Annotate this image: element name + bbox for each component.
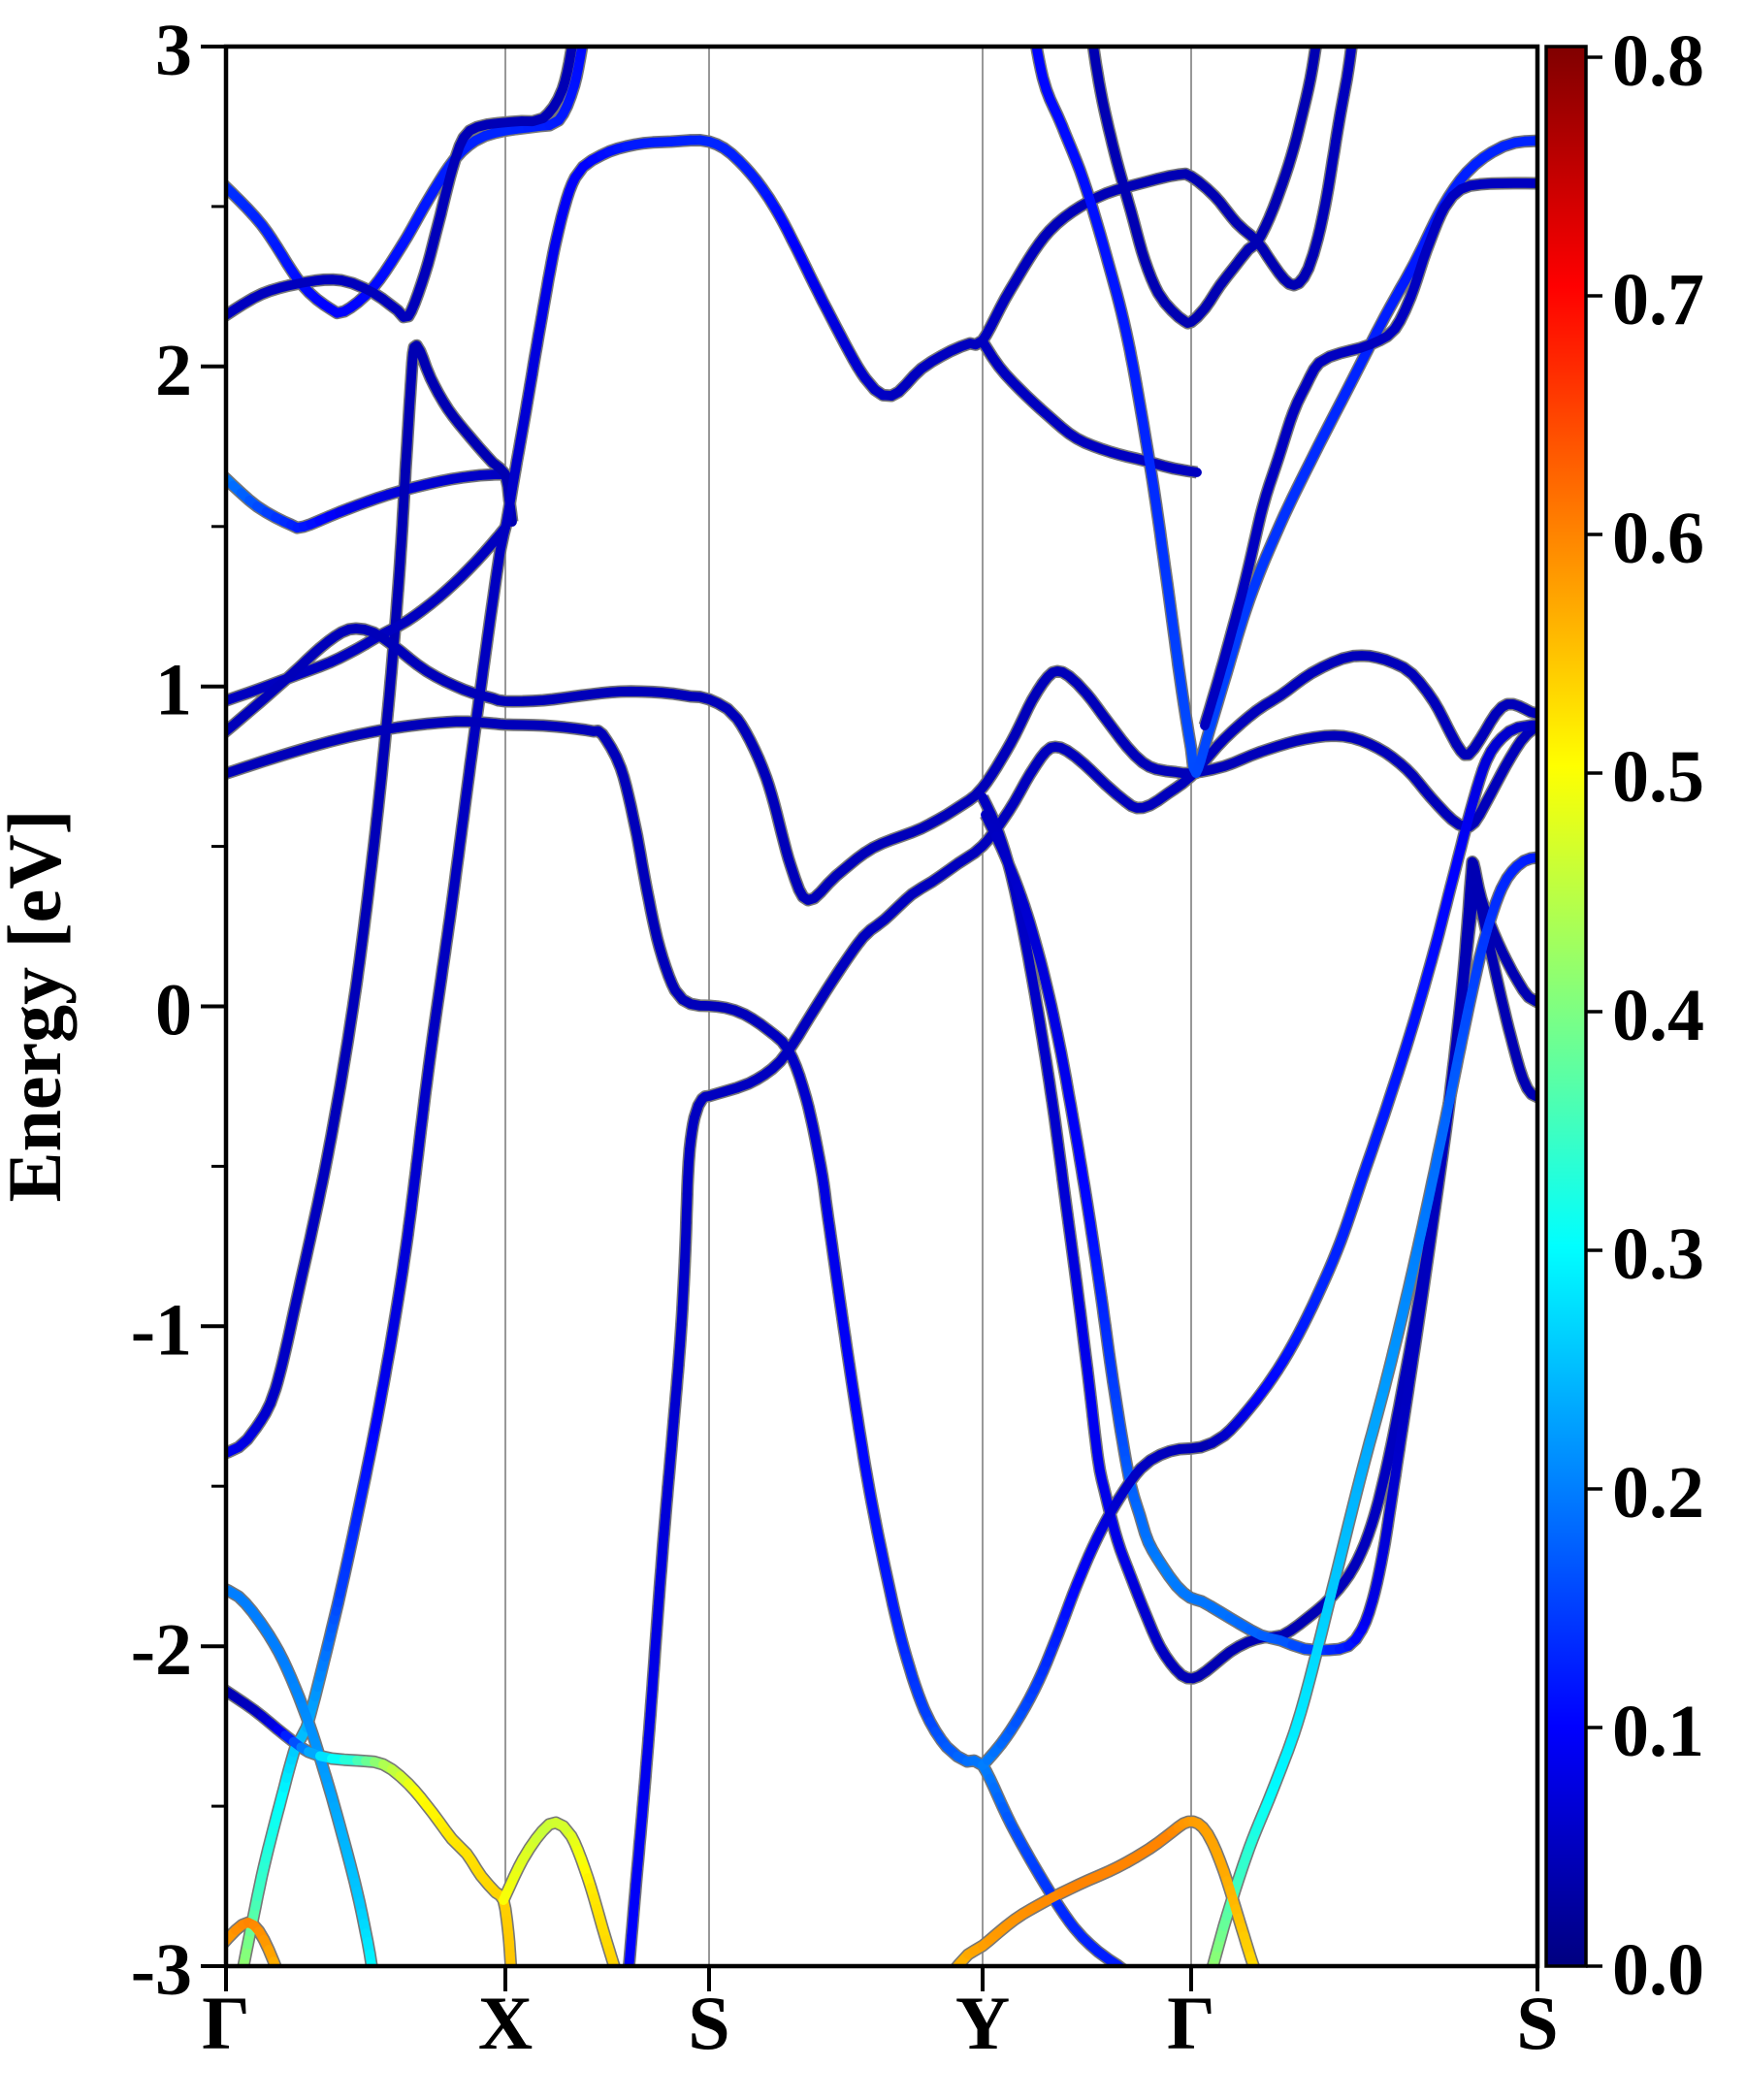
svg-text:3: 3	[155, 10, 192, 91]
svg-text:Energy [eV]: Energy [eV]	[0, 809, 77, 1202]
svg-text:1: 1	[155, 650, 192, 731]
svg-text:-2: -2	[131, 1609, 192, 1691]
svg-text:0.2: 0.2	[1612, 1452, 1704, 1534]
svg-text:0.1: 0.1	[1612, 1691, 1704, 1772]
svg-text:X: X	[478, 1981, 533, 2065]
svg-text:0.4: 0.4	[1612, 975, 1704, 1056]
svg-text:0.3: 0.3	[1612, 1213, 1704, 1295]
svg-text:0.5: 0.5	[1612, 736, 1704, 818]
svg-text:Γ: Γ	[1167, 1981, 1215, 2065]
svg-text:Γ: Γ	[202, 1981, 250, 2065]
svg-text:Y: Y	[955, 1981, 1010, 2065]
svg-text:0.8: 0.8	[1612, 20, 1704, 102]
svg-text:0.6: 0.6	[1612, 498, 1704, 579]
svg-text:0.0: 0.0	[1612, 1929, 1704, 2011]
svg-text:0: 0	[155, 970, 192, 1051]
svg-text:0.7: 0.7	[1612, 259, 1704, 340]
svg-text:-3: -3	[131, 1929, 192, 2011]
svg-text:-1: -1	[131, 1289, 192, 1371]
svg-text:S: S	[1516, 1981, 1558, 2065]
svg-text:S: S	[688, 1981, 729, 2065]
svg-text:2: 2	[155, 330, 192, 411]
